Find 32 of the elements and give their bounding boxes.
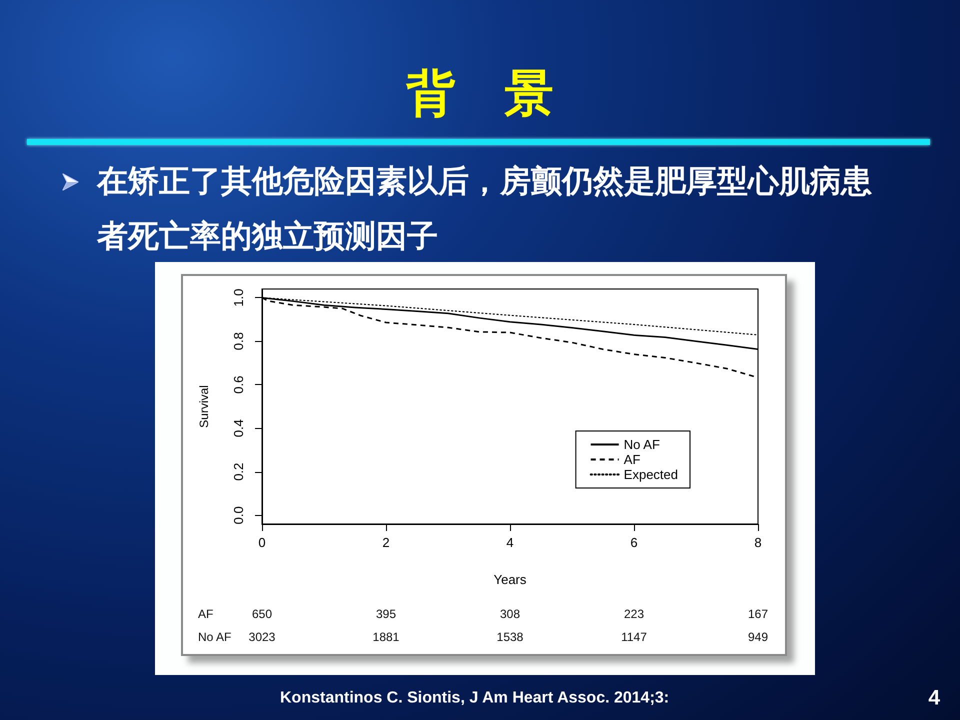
y-axis-title: Survival xyxy=(197,385,211,428)
text: 650 xyxy=(252,607,272,621)
text: 308 xyxy=(500,607,520,621)
x-tick-label: 2 xyxy=(382,535,390,550)
text: 4 xyxy=(928,686,940,710)
text: AF xyxy=(198,607,214,621)
x-tick-label: 6 xyxy=(630,535,638,550)
y-tick-label: 0.4 xyxy=(231,419,246,438)
legend-label: AF xyxy=(624,452,640,467)
text: No AF xyxy=(198,630,232,644)
text: 395 xyxy=(376,607,396,621)
text: 3023 xyxy=(248,630,276,644)
text: 1538 xyxy=(496,630,524,644)
text: 1881 xyxy=(372,630,400,644)
y-tick-label: 0.0 xyxy=(231,506,246,524)
x-axis-title: Years xyxy=(494,572,527,587)
legend-label: No AF xyxy=(624,437,660,452)
y-tick-label: 0.8 xyxy=(231,332,246,350)
text: Konstantinos C. Siontis, J Am Heart Assoc. 2014;3: xyxy=(280,690,670,706)
text: 223 xyxy=(624,607,644,621)
chart-subtitle: 在矫正了其他危险因素以后，房颤仍然是肥厚型心肌病患者死亡率的独立预测因子 xyxy=(96,164,872,254)
y-tick-label: 0.2 xyxy=(231,462,246,481)
x-tick-label: 4 xyxy=(506,535,514,550)
y-tick-label: 1.0 xyxy=(231,288,246,307)
text: 1147 xyxy=(621,630,648,644)
chart-title: 背 景 xyxy=(406,65,554,122)
legend-label: Expected xyxy=(624,467,678,482)
text: 167 xyxy=(748,607,768,621)
x-tick-label: 0 xyxy=(258,535,266,550)
y-tick-label: 0.6 xyxy=(231,376,246,394)
text: 949 xyxy=(748,630,768,644)
x-tick-label: 8 xyxy=(754,535,762,550)
